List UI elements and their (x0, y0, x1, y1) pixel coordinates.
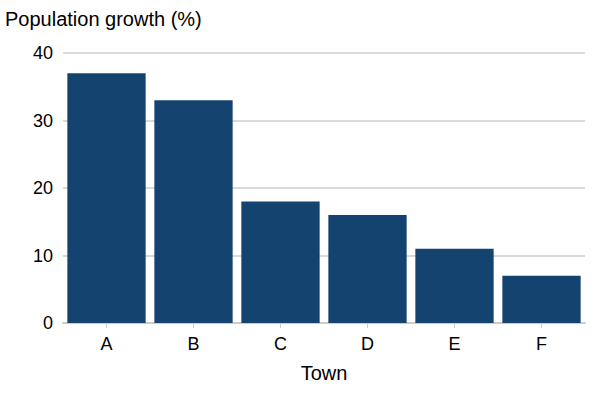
svg-text:C: C (274, 334, 287, 354)
svg-text:E: E (448, 334, 460, 354)
svg-text:20: 20 (33, 178, 53, 198)
svg-text:F: F (536, 334, 547, 354)
svg-text:Town: Town (301, 362, 348, 384)
svg-text:40: 40 (33, 43, 53, 63)
svg-text:30: 30 (33, 111, 53, 131)
svg-text:A: A (100, 334, 112, 354)
svg-text:Population growth (%): Population growth (%) (5, 8, 202, 30)
svg-text:0: 0 (43, 313, 53, 333)
svg-text:B: B (187, 334, 199, 354)
svg-text:D: D (361, 334, 374, 354)
svg-text:10: 10 (33, 246, 53, 266)
